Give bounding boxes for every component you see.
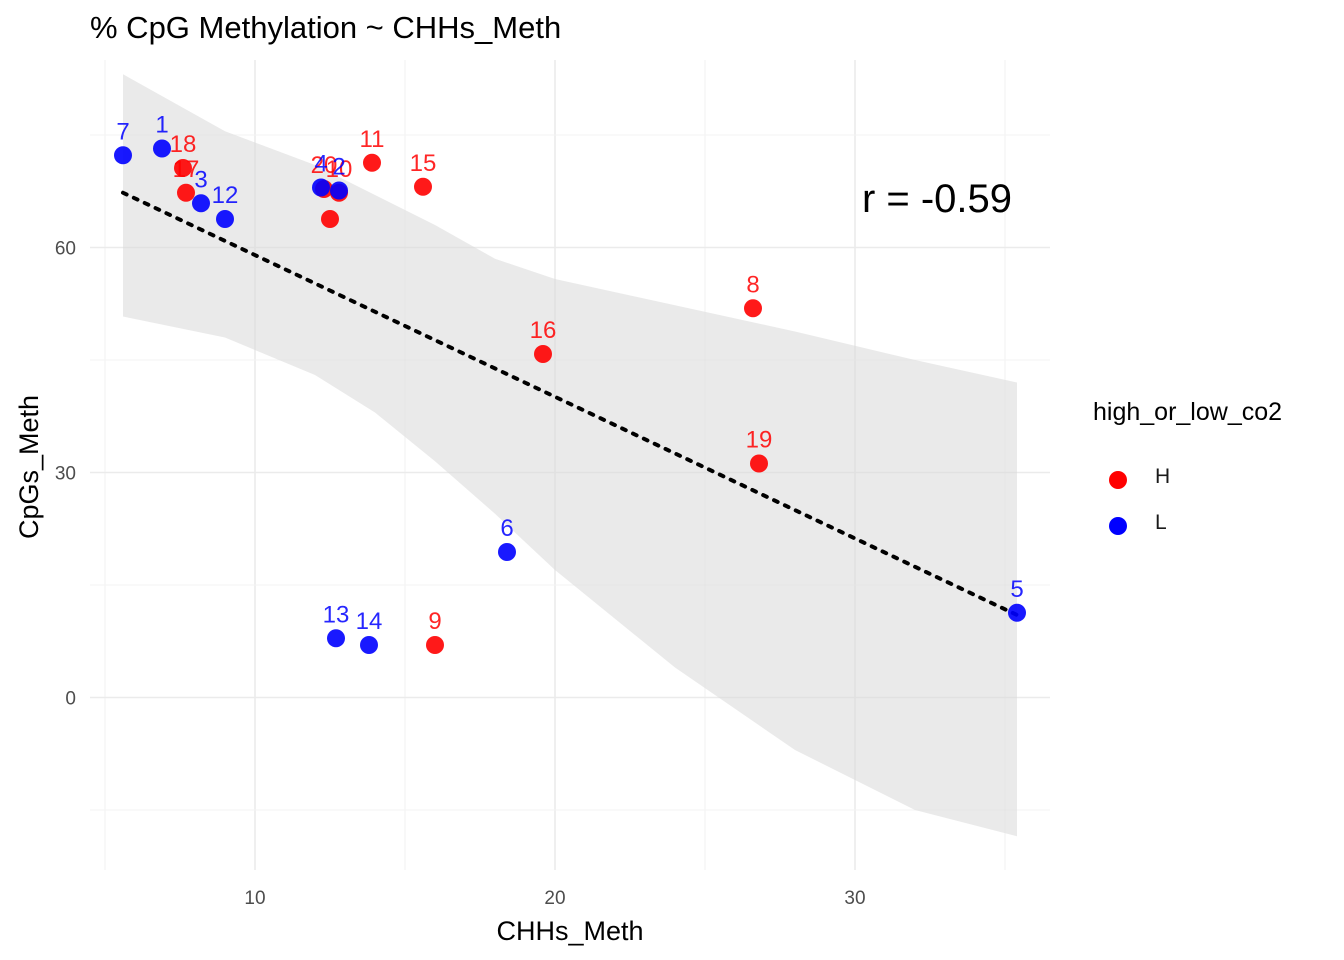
data-point-l <box>192 194 210 213</box>
data-point-h <box>177 183 195 202</box>
point-label: 8 <box>746 271 759 298</box>
point-label: 5 <box>1010 576 1023 603</box>
x-tick-label: 30 <box>844 888 865 909</box>
data-point-h <box>744 299 762 318</box>
legend-item-l: L <box>1093 503 1282 549</box>
legend: high_or_low_co2 H L <box>1093 398 1282 549</box>
correlation-annotation: r = -0.59 <box>862 177 1012 221</box>
data-point-h <box>414 177 432 196</box>
data-point-h <box>321 210 339 228</box>
legend-item-h: H <box>1093 457 1282 503</box>
point-label: 4 <box>314 151 327 178</box>
point-label: 1 <box>155 112 168 139</box>
point-label: 7 <box>116 118 129 145</box>
point-label: 10 <box>326 156 353 183</box>
point-label: 12 <box>212 182 239 209</box>
confidence-band-area <box>123 74 1017 837</box>
data-point-l <box>327 629 345 648</box>
point-label: 20 <box>311 152 338 179</box>
point-label: 19 <box>746 427 773 454</box>
data-point-l <box>216 210 234 228</box>
chart-title: % CpG Methylation ~ CHHs_Meth <box>90 10 562 45</box>
point-label: 17 <box>173 156 200 183</box>
data-point-l <box>330 181 348 200</box>
data-point-h <box>750 454 768 473</box>
x-tick-label: 10 <box>244 888 265 909</box>
point-label: 11 <box>360 126 385 153</box>
legend-key-l-icon <box>1109 517 1127 535</box>
legend-label-h: H <box>1155 465 1171 488</box>
y-tick-label: 0 <box>65 689 76 710</box>
data-point-l <box>360 636 378 654</box>
data-point-l <box>114 146 132 165</box>
y-tick-label: 60 <box>55 239 76 260</box>
point-label: 15 <box>410 150 437 177</box>
legend-label-l: L <box>1155 511 1167 534</box>
x-tick-label: 20 <box>544 888 565 909</box>
point-label: 13 <box>323 601 350 628</box>
data-points <box>114 139 1026 654</box>
point-label: 16 <box>530 317 557 344</box>
legend-title: high_or_low_co2 <box>1093 398 1283 426</box>
data-point-h <box>534 345 552 363</box>
data-point-l <box>312 178 330 197</box>
data-point-l <box>498 543 516 561</box>
trend-line-path <box>121 190 1019 617</box>
data-point-l <box>1008 603 1026 622</box>
point-label: 14 <box>356 608 383 635</box>
point-label: 3 <box>194 166 207 193</box>
point-label: 2 <box>332 154 345 181</box>
x-axis-title: CHHs_Meth <box>496 916 643 946</box>
confidence-band <box>123 74 1017 837</box>
data-point-h <box>363 153 381 172</box>
data-point-l <box>153 139 171 158</box>
legend-key-h-icon <box>1109 471 1127 489</box>
data-point-h <box>426 636 444 654</box>
y-tick-label: 30 <box>55 464 76 485</box>
point-label: 18 <box>170 131 197 158</box>
trend-line <box>121 190 1019 617</box>
point-label: 6 <box>500 515 513 542</box>
y-axis-title: CpGs_Meth <box>14 395 44 539</box>
point-label: 9 <box>428 608 441 635</box>
data-point-h <box>174 159 192 177</box>
axis-ticks: 10 20 30 0 30 60 <box>55 239 866 910</box>
